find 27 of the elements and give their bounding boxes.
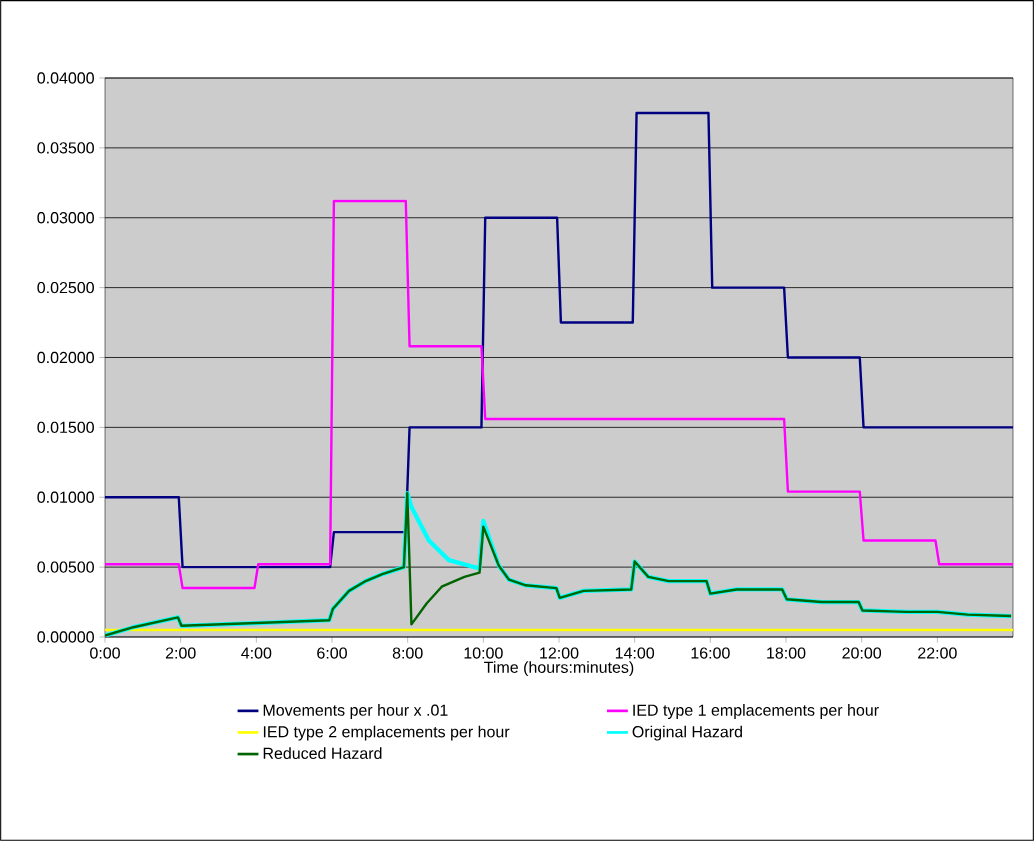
legend-label: Original Hazard bbox=[632, 725, 742, 741]
y-tick-label: 0.04000 bbox=[37, 72, 94, 84]
legend-label: IED type 1 emplacements per hour bbox=[633, 704, 879, 719]
x-tick-label: 20:00 bbox=[842, 647, 882, 659]
x-tick-label: 10:00 bbox=[464, 647, 503, 659]
x-tick-label: 16:00 bbox=[691, 647, 730, 659]
y-tick-label: 0.00500 bbox=[37, 561, 94, 573]
y-tick-label: 0.01000 bbox=[37, 491, 94, 503]
x-tick-label: 6:00 bbox=[317, 647, 347, 659]
y-tick-label: 0.00000 bbox=[37, 631, 94, 643]
x-tick-label: 14:00 bbox=[615, 647, 655, 659]
y-tick-label: 0.02500 bbox=[37, 281, 94, 294]
x-tick-label: 8:00 bbox=[392, 647, 423, 659]
x-tick-label: 0:00 bbox=[90, 647, 120, 659]
x-tick-label: 18:00 bbox=[767, 647, 806, 659]
legend-label: Reduced Hazard bbox=[263, 747, 382, 759]
legend-label: IED type 2 emplacements per hour bbox=[263, 725, 510, 741]
y-tick-label: 0.02000 bbox=[37, 351, 94, 364]
x-tick-label: 12:00 bbox=[540, 647, 579, 659]
x-tick-label: 2:00 bbox=[165, 647, 196, 659]
legend-label: Movements per hour x .01 bbox=[263, 704, 448, 719]
x-tick-label: 4:00 bbox=[241, 647, 272, 659]
y-tick-label: 0.03000 bbox=[37, 212, 94, 224]
x-tick-label: 22:00 bbox=[918, 647, 957, 659]
y-tick-label: 0.01500 bbox=[37, 421, 94, 434]
x-axis-title: Time (hours:minutes) bbox=[484, 661, 634, 677]
y-tick-label: 0.03500 bbox=[37, 142, 94, 154]
